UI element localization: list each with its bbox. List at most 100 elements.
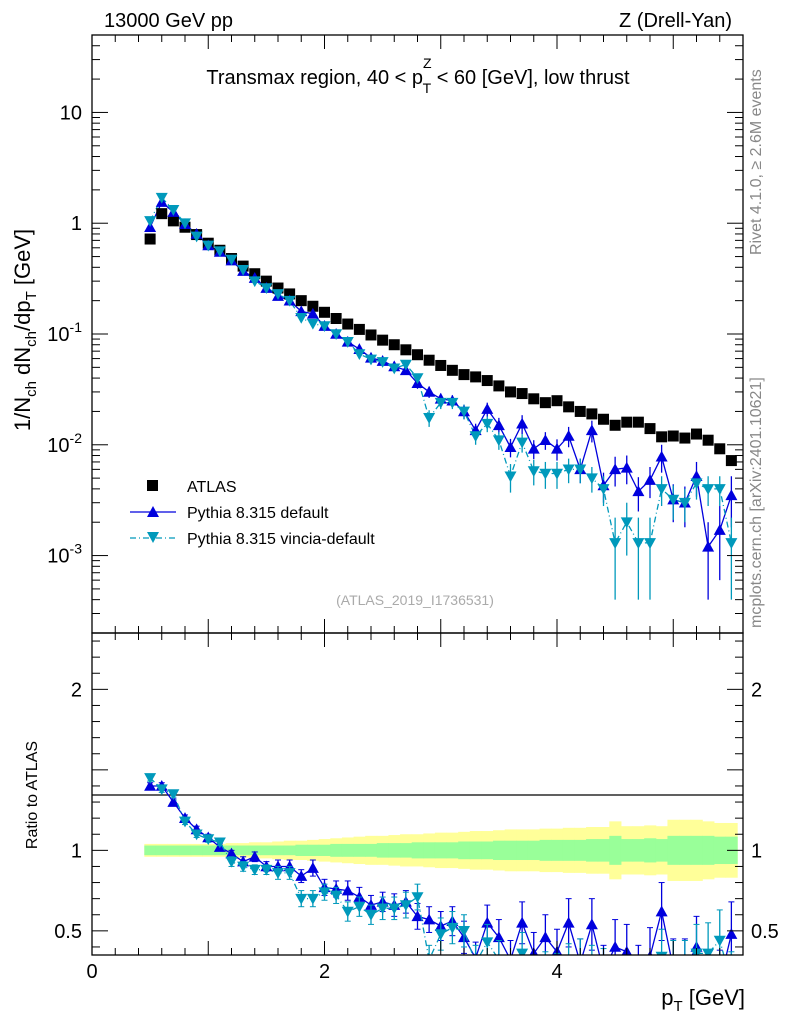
ratio-vincia-point xyxy=(446,922,459,934)
atlas-data-point xyxy=(714,443,726,455)
ratio-band-inner xyxy=(202,845,215,856)
atlas-data-point xyxy=(574,405,586,417)
atlas-data-point xyxy=(330,313,342,325)
pythia-vincia-point xyxy=(283,295,296,307)
pythia-vincia-point xyxy=(609,538,622,549)
pythia-vincia-point xyxy=(388,363,401,375)
atlas-data-point xyxy=(365,329,377,341)
x-tick-label: 4 xyxy=(551,961,562,983)
pythia-vincia-point xyxy=(481,418,494,430)
ratio-vincia-point xyxy=(621,987,633,998)
pythia-vincia-point xyxy=(399,359,412,371)
atlas-data-point xyxy=(667,430,679,442)
atlas-data-point xyxy=(702,434,714,446)
pythia-vincia-point xyxy=(144,216,157,227)
atlas-data-point xyxy=(400,344,412,356)
ratio-default-point xyxy=(167,796,180,807)
atlas-data-point xyxy=(679,432,691,444)
ratio-band-inner xyxy=(493,840,506,861)
main-ylabel: 1/Nch dNch/dpT [GeV] xyxy=(10,229,40,431)
analysis-watermark: (ATLAS_2019_I1736531) xyxy=(336,592,494,608)
pythia-vincia-point xyxy=(469,431,482,443)
pythia-vincia-point xyxy=(585,473,598,485)
atlas-data-point xyxy=(632,416,644,428)
atlas-data-point xyxy=(481,375,493,387)
ratio-vincia-point xyxy=(190,829,203,841)
ratio-vincia-point xyxy=(539,970,551,981)
main-y-tick-label: 10-2 xyxy=(47,430,82,457)
pythia-vincia-point xyxy=(295,313,308,324)
ratio-vincia-point xyxy=(202,834,215,846)
main-y-tick-label: 10-1 xyxy=(47,319,82,346)
ratio-vincia-point xyxy=(295,893,308,905)
atlas-data-point xyxy=(353,323,365,335)
ratio-band-inner xyxy=(434,842,448,859)
atlas-data-point xyxy=(388,339,400,351)
ratio-band-inner xyxy=(667,835,680,865)
ratio-vincia-point xyxy=(505,979,517,990)
atlas-data-point xyxy=(656,431,668,443)
pythia-vincia-point xyxy=(655,484,668,495)
ratio-uncertainty-bands xyxy=(144,819,738,881)
ratio-vincia-point xyxy=(144,773,157,784)
ratio-default-point xyxy=(411,910,424,922)
ratio-vincia-point xyxy=(248,864,261,876)
side-label-rivet: Rivet 4.1.0, ≥ 2.6M events xyxy=(748,69,765,255)
ratio-band-inner xyxy=(562,839,575,861)
ratio-band-inner xyxy=(376,843,389,858)
ratio-default-point xyxy=(423,913,436,925)
atlas-data-point xyxy=(528,393,540,405)
pythia-default-point xyxy=(713,524,726,535)
ratio-vincia-point xyxy=(458,926,470,937)
ratio-band-inner xyxy=(283,845,296,856)
main-series-line-default xyxy=(149,201,733,549)
pythia-default-point xyxy=(492,419,505,431)
pythia-default-point xyxy=(481,403,494,414)
ratio-band-inner xyxy=(353,843,366,857)
atlas-data-point xyxy=(260,275,272,287)
atlas-data-point xyxy=(691,428,702,440)
pythia-vincia-point xyxy=(167,205,180,216)
x-tick-label: 2 xyxy=(319,961,330,983)
ratio-default-point xyxy=(598,965,610,976)
ratio-band-inner xyxy=(597,839,610,862)
pythia-vincia-point xyxy=(318,321,331,333)
pythia-vincia-point xyxy=(597,484,610,495)
ratio-band-inner xyxy=(609,835,622,865)
pythia-default-point xyxy=(516,417,529,429)
ratio-band-inner xyxy=(400,843,413,858)
legend: ATLAS Pythia 8.315 default Pythia 8.315 … xyxy=(130,479,375,548)
ratio-vincia-point xyxy=(179,816,191,828)
ratio-band-inner xyxy=(423,842,436,859)
pythia-vincia-point xyxy=(225,254,238,266)
ratio-band-inner xyxy=(365,843,378,857)
ratio-default-point xyxy=(667,962,679,973)
ratio-vincia-point xyxy=(272,868,284,879)
pythia-vincia-point xyxy=(179,218,191,230)
main-y-tick-label: 10 xyxy=(60,102,82,124)
ratio-band-inner xyxy=(713,836,727,865)
ratio-default-point xyxy=(585,918,598,930)
ratio-band-inner xyxy=(702,835,715,865)
pythia-vincia-point xyxy=(237,264,250,276)
pythia-default-point xyxy=(609,463,622,475)
pythia-default-point xyxy=(585,424,598,436)
pythia-vincia-point xyxy=(248,276,261,288)
atlas-data-point xyxy=(586,408,598,420)
ratio-vincia-point xyxy=(528,971,540,982)
pythia-default-point xyxy=(562,430,575,441)
pythia-vincia-point xyxy=(458,406,470,418)
ratio-y-tick-label: 0.5 xyxy=(54,921,82,943)
ratio-band-inner xyxy=(690,835,703,865)
ratio-panel-axes: 0 2 4 0.5 0.5 1 1 2 2 xyxy=(54,633,779,983)
ratio-band-inner xyxy=(679,835,692,865)
pythia-vincia-point xyxy=(644,538,656,549)
ratio-vincia-point xyxy=(399,900,412,912)
ratio-vincia-point xyxy=(713,935,726,947)
ratio-vincia-point xyxy=(598,970,610,981)
header-left: 13000 GeV pp xyxy=(104,10,233,32)
ratio-vincia-point xyxy=(655,951,668,955)
ratio-vincia-point xyxy=(493,955,505,966)
ratio-series-line-vincia xyxy=(149,777,725,955)
